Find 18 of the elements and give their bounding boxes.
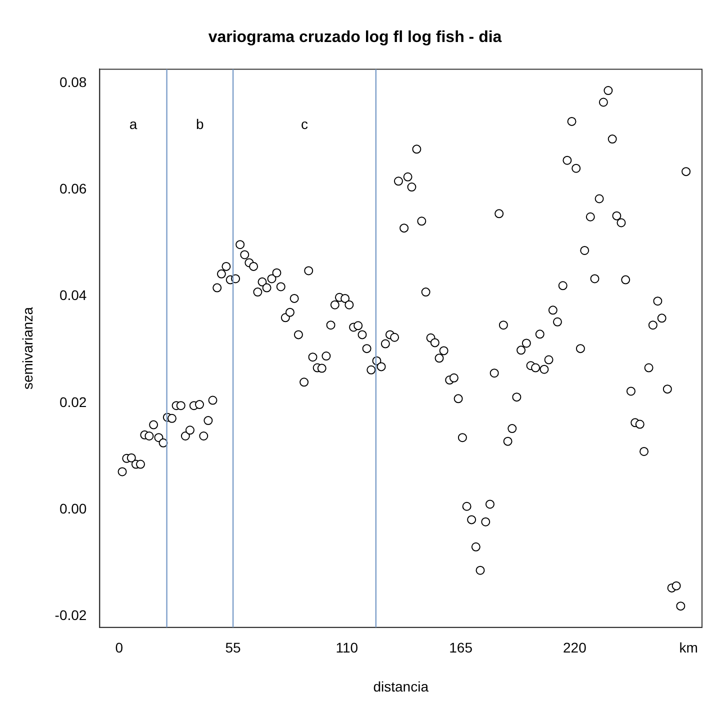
y-tick-label: 0.02 [59,394,87,410]
y-axis-title: semivarianza [19,306,36,390]
x-tick-label: 220 [562,640,587,656]
x-tick-label: 55 [225,640,242,656]
annotation: a [129,116,138,132]
x-tick-label: 165 [449,640,473,656]
annotation: c [300,116,308,132]
chart-title: variograma cruzado log fl log fish - dia [208,29,502,46]
x-axis-title: distancia [373,678,429,694]
y-tick-label: -0.02 [54,607,87,624]
x-tick-label: 0 [115,640,124,656]
annotation: b [196,116,204,132]
x-tick-label: km [679,640,698,656]
y-tick-label: 0.08 [59,74,87,90]
y-tick-label: 0.06 [59,180,87,197]
y-tick-label: 0.00 [59,500,87,516]
y-tick-label: 0.04 [59,287,87,304]
x-tick-label: 110 [336,640,358,656]
